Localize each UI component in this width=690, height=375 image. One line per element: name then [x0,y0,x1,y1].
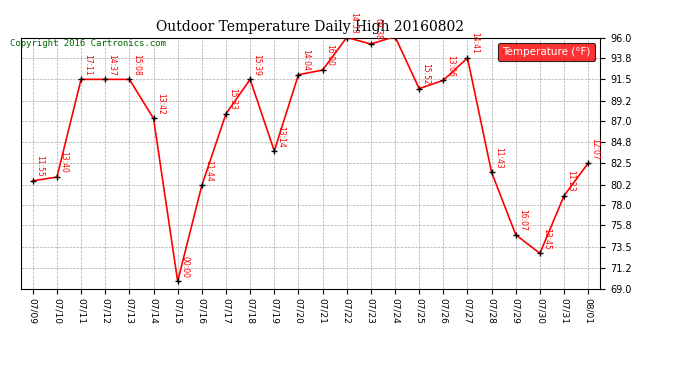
Text: 16:00: 16:00 [325,45,334,66]
Text: 15:52: 15:52 [422,63,431,85]
Text: 14:04: 14:04 [301,49,310,71]
Text: 11:55: 11:55 [35,155,44,177]
Text: 16:26: 16:26 [0,374,1,375]
Text: 00:00: 00:00 [180,256,189,278]
Text: 14:41: 14:41 [470,33,479,54]
Text: 15:33: 15:33 [228,88,237,110]
Text: 11:44: 11:44 [204,160,213,182]
Text: 16:07: 16:07 [518,209,527,231]
Text: 13:40: 13:40 [59,152,68,173]
Text: 09:38: 09:38 [373,18,382,40]
Text: 14:53: 14:53 [349,12,358,34]
Text: 15:08: 15:08 [132,54,141,76]
Text: Copyright 2016 Cartronics.com: Copyright 2016 Cartronics.com [10,39,166,48]
Text: 15:39: 15:39 [253,54,262,76]
Text: 14:37: 14:37 [108,54,117,76]
Text: 17:11: 17:11 [83,54,92,76]
Text: 11:23: 11:23 [566,170,575,192]
Text: 12:07: 12:07 [591,138,600,159]
Legend: Temperature (°F): Temperature (°F) [498,43,595,61]
Text: 13:42: 13:42 [156,93,165,115]
Text: 13:06: 13:06 [446,55,455,76]
Text: 11:43: 11:43 [494,147,503,169]
Text: 13:14: 13:14 [277,126,286,147]
Title: Outdoor Temperature Daily High 20160802: Outdoor Temperature Daily High 20160802 [157,20,464,33]
Text: 13:45: 13:45 [542,228,551,250]
